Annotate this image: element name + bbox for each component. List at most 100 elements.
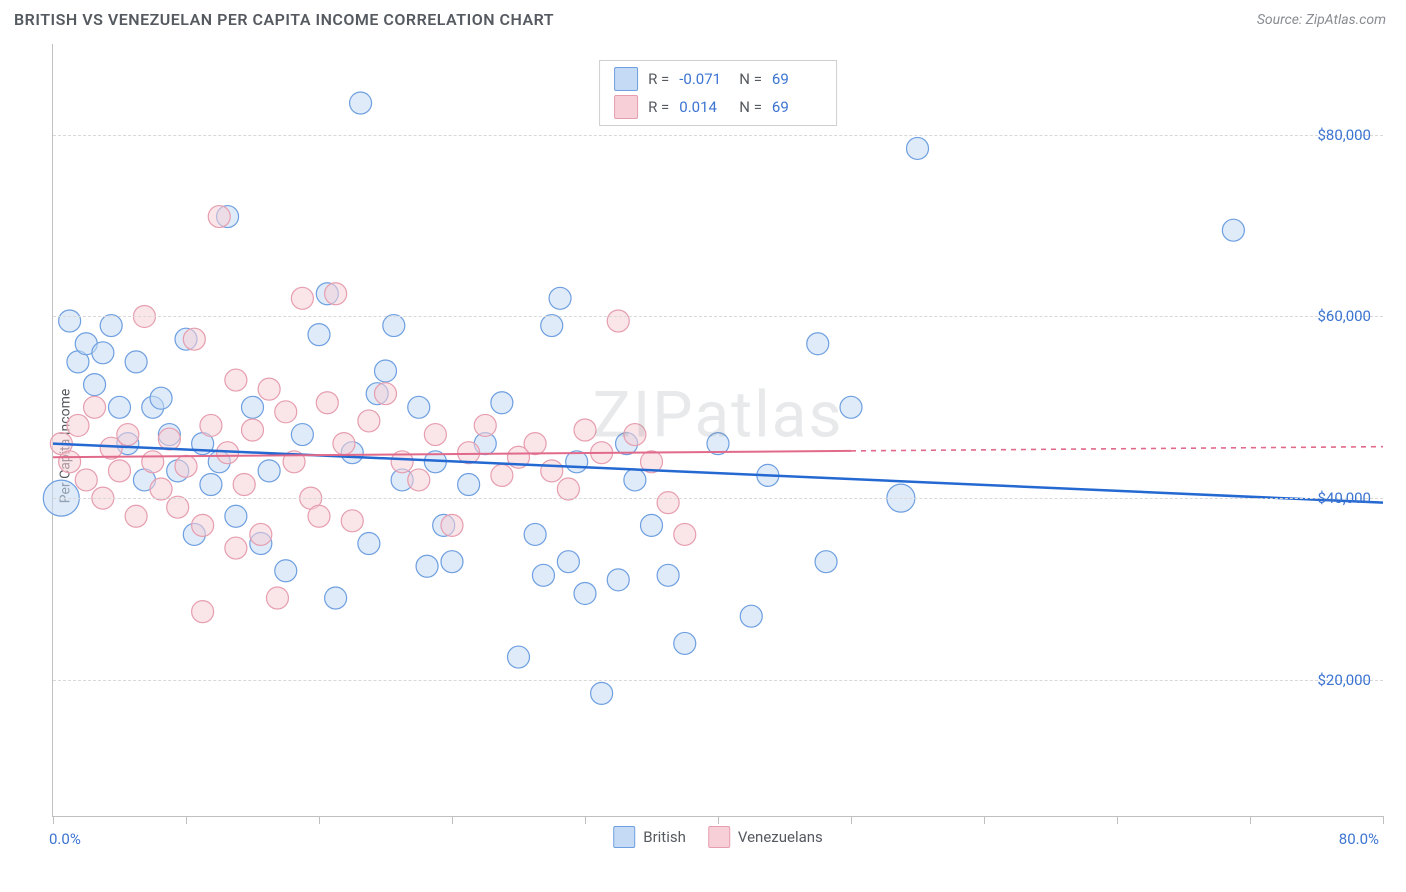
british-point: [59, 310, 81, 332]
venezuelans-trendline-dashed: [851, 447, 1383, 451]
correlation-legend: R =-0.071N =69R =0.014N =69: [599, 60, 837, 126]
venezuelans-point: [225, 369, 247, 391]
venezuelans-point: [158, 428, 180, 450]
venezuelans-point: [192, 601, 214, 623]
n-label: N =: [739, 70, 762, 88]
venezuelans-point: [183, 328, 205, 350]
venezuelans-point: [375, 383, 397, 405]
british-point: [258, 460, 280, 482]
british-point: [641, 514, 663, 536]
y-tick-label: $40,000: [1317, 489, 1371, 507]
x-tick: [452, 816, 453, 824]
legend-swatch: [708, 826, 730, 848]
british-point: [383, 315, 405, 337]
venezuelans-point: [233, 473, 255, 495]
british-point: [291, 424, 313, 446]
x-tick: [53, 816, 54, 824]
venezuelans-point: [167, 496, 189, 518]
british-point: [524, 523, 546, 545]
british-point: [125, 351, 147, 373]
british-point: [657, 564, 679, 586]
venezuelans-point: [109, 460, 131, 482]
british-point: [100, 315, 122, 337]
x-tick: [1117, 816, 1118, 824]
venezuelans-point: [607, 310, 629, 332]
x-tick: [851, 816, 852, 824]
y-tick-label: $60,000: [1317, 307, 1371, 325]
x-tick: [1383, 816, 1384, 824]
venezuelans-point: [225, 537, 247, 559]
venezuelans-point: [275, 401, 297, 423]
x-axis-max-label: 80.0%: [1339, 830, 1379, 848]
chart-title: BRITISH VS VENEZUELAN PER CAPITA INCOME …: [14, 10, 554, 29]
x-tick: [585, 816, 586, 824]
british-point: [549, 287, 571, 309]
venezuelans-point: [574, 419, 596, 441]
legend-swatch: [614, 67, 638, 91]
venezuelans-point: [242, 419, 264, 441]
series-legend: British Venezuelans: [613, 826, 823, 848]
venezuelans-point: [208, 206, 230, 228]
n-label: N =: [739, 98, 762, 116]
venezuelans-point: [291, 287, 313, 309]
venezuelans-point: [458, 442, 480, 464]
british-point: [541, 315, 563, 337]
british-point: [375, 360, 397, 382]
british-point: [150, 387, 172, 409]
british-point: [441, 551, 463, 573]
british-point: [508, 646, 530, 668]
r-value: -0.071: [679, 70, 729, 88]
venezuelans-point: [408, 469, 430, 491]
legend-swatch: [613, 826, 635, 848]
legend-swatch: [614, 95, 638, 119]
venezuelans-point: [424, 424, 446, 446]
venezuelans-point: [491, 464, 513, 486]
british-point: [225, 505, 247, 527]
british-point: [242, 396, 264, 418]
r-value: 0.014: [679, 98, 729, 116]
plot-area: ZIPatlas R =-0.071N =69R =0.014N =69 0.0…: [52, 44, 1383, 817]
venezuelans-point: [316, 392, 338, 414]
british-point: [557, 551, 579, 573]
british-point: [84, 374, 106, 396]
venezuelans-point: [474, 414, 496, 436]
correlation-legend-row: R =-0.071N =69: [614, 65, 822, 93]
venezuelans-point: [333, 433, 355, 455]
british-point: [200, 473, 222, 495]
british-point: [815, 551, 837, 573]
gridline: [53, 135, 1383, 136]
venezuelans-point: [67, 414, 89, 436]
header: BRITISH VS VENEZUELAN PER CAPITA INCOME …: [0, 0, 1406, 35]
gridline: [53, 498, 1383, 499]
venezuelans-point: [258, 378, 280, 400]
british-point: [907, 137, 929, 159]
legend-label: British: [643, 828, 686, 846]
x-tick: [319, 816, 320, 824]
british-point: [275, 560, 297, 582]
venezuelans-point: [358, 410, 380, 432]
venezuelans-point: [624, 424, 646, 446]
gridline: [53, 680, 1383, 681]
venezuelans-point: [308, 505, 330, 527]
venezuelans-point: [657, 492, 679, 514]
source-attribution: Source: ZipAtlas.com: [1257, 12, 1386, 28]
british-point: [591, 682, 613, 704]
venezuelans-point: [192, 514, 214, 536]
venezuelans-point: [524, 433, 546, 455]
venezuelans-point: [266, 587, 288, 609]
r-label: R =: [648, 70, 669, 88]
british-point: [807, 333, 829, 355]
british-point: [308, 324, 330, 346]
legend-label: Venezuelans: [738, 828, 823, 846]
venezuelans-point: [125, 505, 147, 527]
venezuelans-point: [674, 523, 696, 545]
venezuelans-point: [250, 523, 272, 545]
venezuelans-point: [200, 414, 222, 436]
venezuelans-point: [142, 451, 164, 473]
y-tick-label: $20,000: [1317, 671, 1371, 689]
r-label: R =: [648, 98, 669, 116]
scatter-svg: [53, 44, 1383, 816]
venezuelans-point: [341, 510, 363, 532]
british-point: [532, 564, 554, 586]
british-point: [350, 92, 372, 114]
